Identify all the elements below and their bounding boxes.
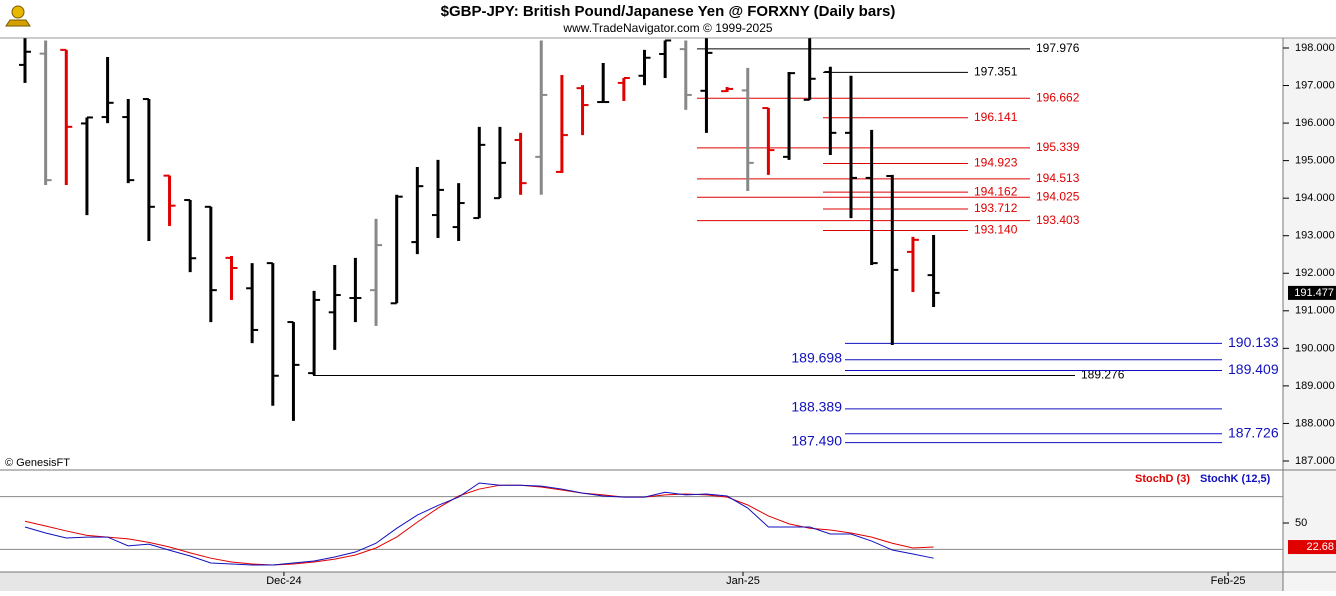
level-label: 194.923 xyxy=(974,156,1018,170)
level-label: 197.976 xyxy=(1036,41,1080,55)
level-label: 196.141 xyxy=(974,110,1018,124)
level-label: 194.513 xyxy=(1036,171,1080,185)
level-label: 189.409 xyxy=(1228,361,1279,377)
y-tick-label: 191.000 xyxy=(1295,305,1335,317)
last-price-box xyxy=(1288,285,1336,300)
legend-entry: StochD (3) xyxy=(1135,473,1190,485)
level-label: 194.162 xyxy=(974,184,1018,198)
y-tick-label: 194.000 xyxy=(1295,192,1335,204)
y-tick-label: 198.000 xyxy=(1295,42,1335,54)
last-price-label: 191.477 xyxy=(1294,287,1334,299)
y-tick-label: 197.000 xyxy=(1295,79,1335,91)
level-label: 196.662 xyxy=(1036,90,1080,104)
stoch-line xyxy=(24,484,934,566)
level-label: 189.698 xyxy=(791,349,842,365)
y-tick-label: 190.000 xyxy=(1295,342,1335,354)
legend-entry: StochK (12,5) xyxy=(1200,473,1271,485)
level-label: 188.389 xyxy=(791,399,842,415)
x-tick-label: Jan-25 xyxy=(726,575,760,587)
y-tick-label: 50 xyxy=(1295,517,1307,529)
y-tick-label: 187.000 xyxy=(1295,455,1335,467)
last-value-box xyxy=(1288,540,1336,555)
y-tick-label: 192.000 xyxy=(1295,267,1335,279)
x-axis-strip xyxy=(0,572,1283,591)
logo xyxy=(5,5,31,27)
level-label: 193.712 xyxy=(974,201,1018,215)
y-tick-label: 195.000 xyxy=(1295,155,1335,167)
source-note: © GenesisFT xyxy=(5,457,70,469)
y-tick-label: 188.000 xyxy=(1295,417,1335,429)
level-label: 187.726 xyxy=(1228,424,1279,440)
level-label: 187.490 xyxy=(791,432,842,448)
level-label: 194.025 xyxy=(1036,189,1080,203)
level-label: 195.339 xyxy=(1036,140,1080,154)
y-axis-strip xyxy=(1283,38,1336,591)
y-tick-label: 189.000 xyxy=(1295,380,1335,392)
level-label: 193.403 xyxy=(1036,213,1080,227)
level-label: 197.351 xyxy=(974,65,1018,79)
y-tick-label: 196.000 xyxy=(1295,117,1335,129)
subtitle: www.TradeNavigator.com © 1999-2025 xyxy=(562,21,772,35)
last-value-label: 22.68 xyxy=(1306,541,1334,553)
x-tick-label: Feb-25 xyxy=(1211,575,1246,587)
stoch-line xyxy=(24,482,934,566)
level-label: 189.276 xyxy=(1081,368,1125,382)
level-label: 190.133 xyxy=(1228,334,1279,350)
y-tick-label: 193.000 xyxy=(1295,230,1335,242)
level-label: 193.140 xyxy=(974,223,1018,237)
x-tick-label: Dec-24 xyxy=(266,575,301,587)
title: $GBP-JPY: British Pound/Japanese Yen @ F… xyxy=(441,3,896,20)
